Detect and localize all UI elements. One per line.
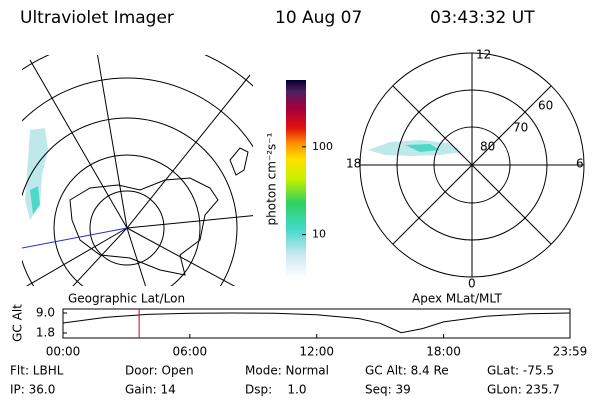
colorbar-label: photon cm⁻²s⁻¹ bbox=[265, 132, 279, 225]
lat-label: 80 bbox=[480, 140, 495, 154]
y-axis-label: GC Alt bbox=[11, 304, 25, 342]
altitude-line bbox=[62, 312, 571, 334]
x-tick-label: 06:00 bbox=[173, 345, 208, 359]
mag-grid bbox=[359, 52, 585, 278]
colorbar-tick-label: 100 bbox=[312, 140, 333, 153]
instrument: Ultraviolet Imager bbox=[20, 8, 174, 28]
y-tick-label: 9.0 bbox=[36, 306, 55, 320]
status-field: GC Alt: 8.4 Re bbox=[365, 364, 449, 378]
colorbar bbox=[286, 80, 306, 278]
y-tick-label: 1.8 bbox=[36, 326, 55, 340]
status-field: GLon: 235.7 bbox=[487, 383, 560, 397]
status-field: Gain: 14 bbox=[125, 383, 176, 397]
colorbar-tick-label: 10 bbox=[312, 228, 326, 241]
status-field: Dsp: 1.0 bbox=[245, 383, 307, 397]
status-field: Flt: LBHL bbox=[10, 364, 64, 378]
x-tick-label: 12:00 bbox=[299, 345, 334, 359]
status-field: Mode: Normal bbox=[245, 364, 329, 378]
mlt-label: 18 bbox=[346, 157, 361, 171]
x-tick-label: 18:00 bbox=[426, 345, 461, 359]
date: 10 Aug 07 bbox=[275, 8, 362, 28]
x-tick-label: 00:00 bbox=[46, 345, 81, 359]
mlt-label: 0 bbox=[468, 277, 476, 291]
lat-label: 70 bbox=[513, 121, 528, 135]
status-field: IP: 36.0 bbox=[10, 383, 55, 397]
lat-label: 60 bbox=[538, 99, 553, 113]
status-field: Door: Open bbox=[125, 364, 194, 378]
status-field: Seq: 39 bbox=[365, 383, 411, 397]
mlt-label: 12 bbox=[476, 48, 491, 62]
panel-label: Geographic Lat/Lon bbox=[68, 292, 185, 306]
mlt-label: 6 bbox=[576, 157, 584, 171]
time: 03:43:32 UT bbox=[430, 8, 535, 28]
geographic-map bbox=[22, 55, 253, 286]
status-field: GLat: -75.5 bbox=[487, 364, 554, 378]
mag-map bbox=[368, 140, 462, 156]
panel-label: Apex MLat/MLT bbox=[412, 292, 502, 306]
x-tick-label: 23:59 bbox=[553, 345, 588, 359]
